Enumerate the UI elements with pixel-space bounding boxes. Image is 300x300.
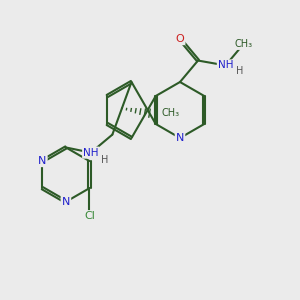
- Text: N: N: [176, 133, 184, 143]
- Text: N: N: [38, 156, 46, 166]
- Text: NH: NH: [83, 148, 99, 158]
- Text: CH₃: CH₃: [235, 39, 253, 49]
- Text: CH₃: CH₃: [161, 108, 180, 118]
- Text: NH: NH: [218, 60, 233, 70]
- Text: H: H: [236, 66, 243, 76]
- Text: H: H: [101, 154, 109, 165]
- Text: N: N: [62, 197, 70, 207]
- Text: Cl: Cl: [84, 211, 95, 221]
- Text: O: O: [176, 34, 184, 44]
